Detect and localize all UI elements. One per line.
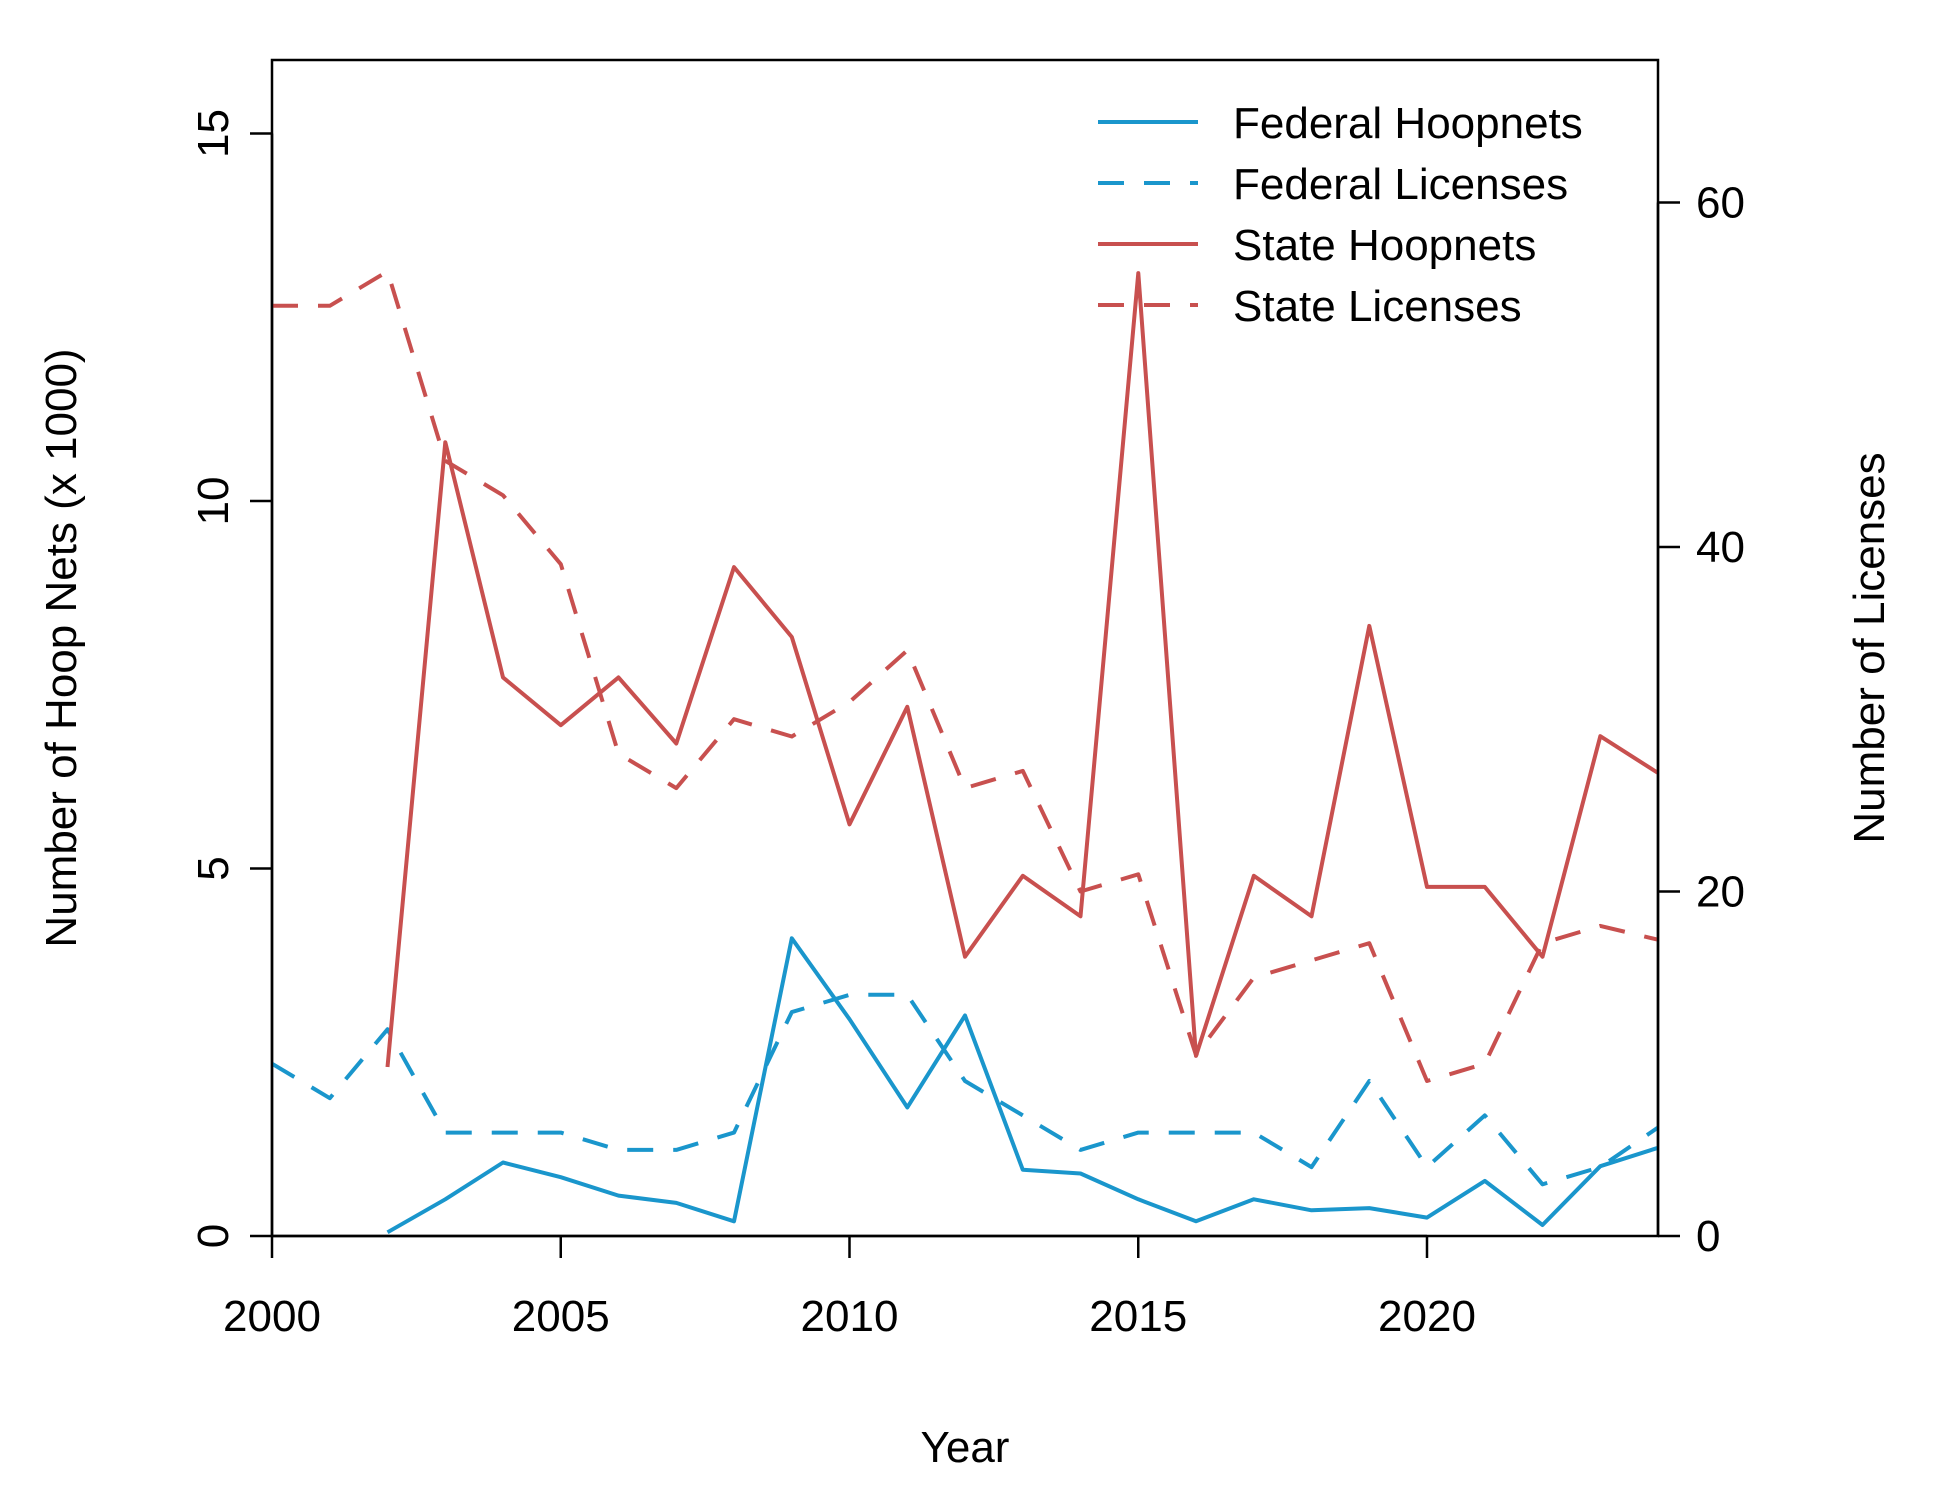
y-left-tick-label: 10 [189,477,238,526]
legend-label-federal-licenses: Federal Licenses [1233,160,1568,209]
y-right-tick-label: 20 [1696,867,1745,916]
x-tick-label: 2000 [223,1292,321,1341]
y-left-tick-label: 5 [189,856,238,880]
y-axis-left-title: Number of Hoop Nets (x 1000) [37,348,86,947]
x-axis: 2000 2005 2010 2015 2020 [223,1234,1476,1341]
y-right-tick-label: 0 [1696,1212,1720,1261]
series-line-federal-hoopnets [386,936,1659,1235]
series-layer [270,269,1660,1235]
y-axis-left: 0 5 10 15 [189,109,274,1248]
y-axis-right-title: Number of Licenses [1845,452,1894,843]
x-tick-label: 2015 [1089,1292,1187,1341]
legend-label-state-licenses: State Licenses [1233,282,1522,331]
series-line-state-hoopnets [385,271,1660,1068]
y-axis-right: 0 20 40 60 [1656,178,1745,1261]
legend-label-state-hoopnets: State Hoopnets [1233,221,1536,270]
x-axis-title: Year [921,1423,1010,1472]
x-tick-label: 2020 [1378,1292,1476,1341]
x-tick-label: 2005 [512,1292,610,1341]
legend-label-federal-hoopnets: Federal Hoopnets [1233,99,1583,148]
y-right-tick-label: 60 [1696,178,1745,227]
x-tick-label: 2010 [801,1292,899,1341]
series-line-state-licenses [272,269,1659,1083]
y-left-tick-label: 0 [189,1224,238,1248]
series-line-federal-licenses [270,992,1660,1187]
legend: Federal Hoopnets Federal Licenses State Ho… [1098,99,1583,331]
y-right-tick-label: 40 [1696,523,1745,572]
y-left-tick-label: 15 [189,109,238,158]
